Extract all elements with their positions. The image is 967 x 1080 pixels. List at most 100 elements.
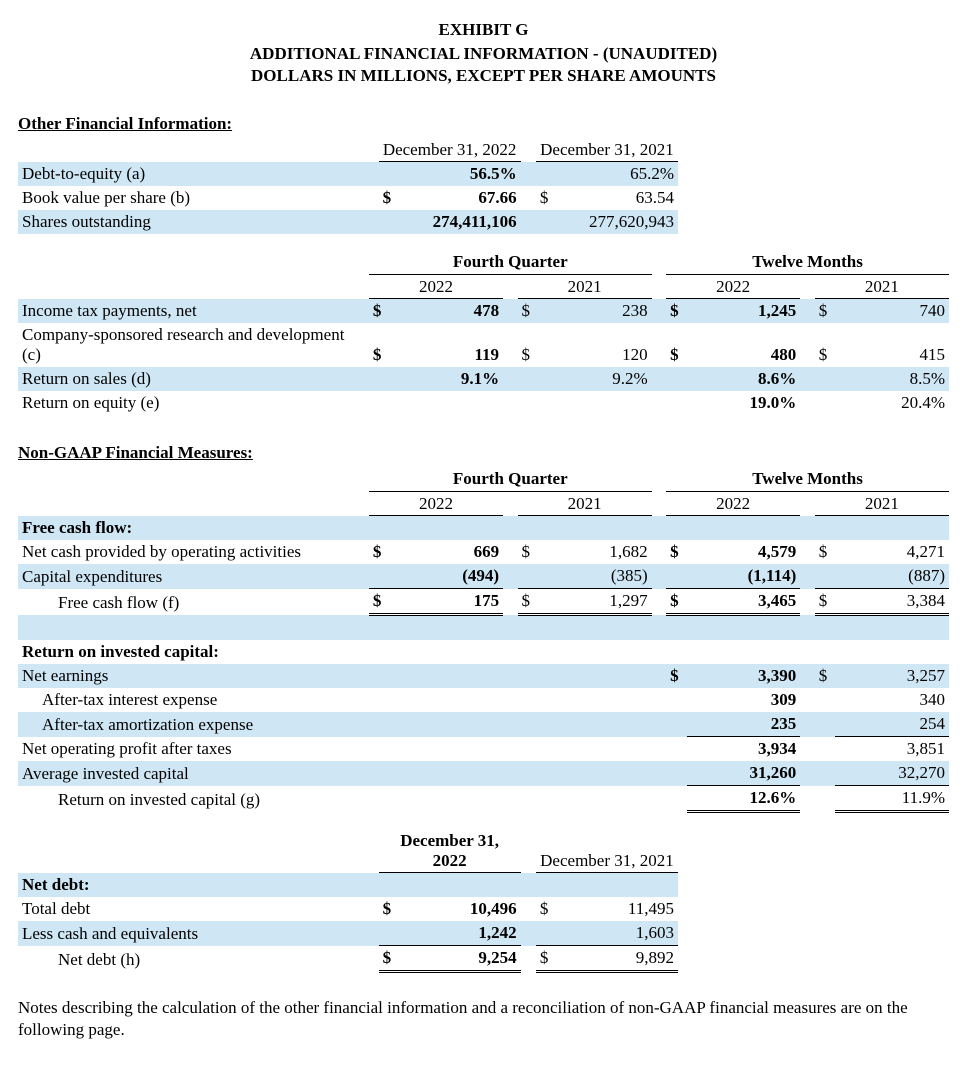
cell-value: 4,579 (687, 540, 801, 564)
currency-symbol: $ (369, 589, 390, 615)
row-label: Return on invested capital (g) (18, 786, 369, 812)
currency-symbol: $ (379, 946, 401, 972)
row-label: Average invested capital (18, 761, 369, 786)
cell-value: 9.2% (538, 367, 652, 391)
table-row: Net earnings $3,390 $3,257 (18, 664, 949, 688)
table-header-row: December 31, 2022 December 31, 2021 (18, 829, 678, 873)
row-label: Net debt (h) (18, 946, 379, 972)
row-label: Net earnings (18, 664, 369, 688)
cell-value: 1,297 (538, 589, 652, 615)
cell-value: 63.54 (558, 186, 678, 210)
footnote-text: Notes describing the calculation of the … (18, 997, 949, 1041)
cell-value: 120 (538, 323, 652, 367)
cell-value: 478 (390, 299, 504, 324)
cell-value: 11,495 (558, 897, 678, 921)
table-row: Income tax payments, net $478 $238 $1,24… (18, 299, 949, 324)
cell-value: 415 (835, 323, 949, 367)
row-label: After-tax amortization expense (18, 712, 369, 737)
table-net-debt: December 31, 2022 December 31, 2021 Net … (18, 829, 678, 973)
cell-value: 8.5% (835, 367, 949, 391)
cell-value: (385) (538, 564, 652, 589)
table-row: Return on sales (d) 9.1% 9.2% 8.6% 8.5% (18, 367, 949, 391)
row-label: Net operating profit after taxes (18, 737, 369, 762)
currency-symbol: $ (518, 299, 539, 324)
cell-value: 1,245 (687, 299, 801, 324)
cell-value: 1,603 (558, 921, 678, 946)
row-label: Net cash provided by operating activitie… (18, 540, 369, 564)
cell-value: 3,851 (835, 737, 949, 762)
table-header-row: Fourth Quarter Twelve Months (18, 467, 949, 492)
currency-symbol: $ (379, 897, 401, 921)
cell-value: 11.9% (835, 786, 949, 812)
col-hdr-tm-2022: 2022 (666, 492, 800, 516)
cell-value: 3,257 (835, 664, 949, 688)
col-hdr-tm-2022: 2022 (666, 275, 800, 299)
cell-value: 3,934 (687, 737, 801, 762)
cell-value: 4,271 (835, 540, 949, 564)
col-hdr-2022: December 31, 2022 (379, 138, 521, 162)
title-line-1: ADDITIONAL FINANCIAL INFORMATION - (UNAU… (18, 44, 949, 64)
currency-symbol: $ (666, 323, 687, 367)
cell-value: 56.5% (400, 162, 520, 187)
currency-symbol: $ (815, 323, 836, 367)
cell-value: 480 (687, 323, 801, 367)
row-label: Total debt (18, 897, 379, 921)
table-row: Company-sponsored research and developme… (18, 323, 949, 367)
cell-value: (494) (390, 564, 504, 589)
table-row: Shares outstanding 274,411,106 277,620,9… (18, 210, 678, 234)
subhead-roic: Return on invested capital: (18, 640, 949, 664)
cell-value: 65.2% (558, 162, 678, 187)
table-row: Net cash provided by operating activitie… (18, 540, 949, 564)
section-non-gaap: Non-GAAP Financial Measures: (18, 443, 949, 463)
cell-value: 3,390 (687, 664, 801, 688)
row-label: Return on equity (e) (18, 391, 369, 415)
currency-symbol: $ (666, 299, 687, 324)
table-row: Return on equity (e) 19.0% 20.4% (18, 391, 949, 415)
cell-value: 1,242 (400, 921, 520, 946)
table-other-financial-info: December 31, 2022 December 31, 2021 Debt… (18, 138, 678, 234)
cell-value: 3,465 (687, 589, 801, 615)
cell-value: 669 (390, 540, 504, 564)
currency-symbol: $ (815, 540, 836, 564)
cell-value: 12.6% (687, 786, 801, 812)
cell-value: 119 (390, 323, 504, 367)
currency-symbol: $ (369, 540, 390, 564)
currency-symbol: $ (666, 664, 687, 688)
group-hdr-fq: Fourth Quarter (369, 467, 652, 492)
table-subhead-row: Free cash flow: (18, 516, 949, 541)
subhead-fcf: Free cash flow: (18, 516, 949, 541)
row-label: Book value per share (b) (18, 186, 379, 210)
table-row: Less cash and equivalents 1,242 1,603 (18, 921, 678, 946)
currency-symbol: $ (536, 186, 558, 210)
cell-value: 740 (835, 299, 949, 324)
col-hdr-fq-2022: 2022 (369, 275, 503, 299)
currency-symbol: $ (369, 299, 390, 324)
cell-value: 31,260 (687, 761, 801, 786)
table-subhead-row: Net debt: (18, 873, 678, 898)
currency-symbol: $ (536, 946, 558, 972)
cell-value: 340 (835, 688, 949, 712)
cell-value: 8.6% (687, 367, 801, 391)
row-label: Return on sales (d) (18, 367, 369, 391)
table-row: Average invested capital 31,260 32,270 (18, 761, 949, 786)
row-label: Less cash and equivalents (18, 921, 379, 946)
col-hdr-tm-2021: 2021 (815, 275, 949, 299)
col-hdr-2021: December 31, 2021 (536, 829, 678, 873)
cell-value: 274,411,106 (400, 210, 520, 234)
section-other-financial-info: Other Financial Information: (18, 114, 949, 134)
cell-value: (887) (835, 564, 949, 589)
row-label: Shares outstanding (18, 210, 379, 234)
table-row: Free cash flow (f) $175 $1,297 $3,465 $3… (18, 589, 949, 615)
currency-symbol: $ (369, 323, 390, 367)
cell-value: 238 (538, 299, 652, 324)
subhead-net-debt: Net debt: (18, 873, 678, 898)
table-row: Net debt (h) $9,254 $9,892 (18, 946, 678, 972)
title-line-2: DOLLARS IN MILLIONS, EXCEPT PER SHARE AM… (18, 66, 949, 86)
cell-value: 235 (687, 712, 801, 737)
currency-symbol: $ (666, 540, 687, 564)
exhibit-label: EXHIBIT G (18, 20, 949, 40)
table-spacer-row (18, 615, 949, 641)
currency-symbol: $ (379, 186, 401, 210)
cell-value: 175 (390, 589, 504, 615)
table-row: After-tax interest expense 309 340 (18, 688, 949, 712)
